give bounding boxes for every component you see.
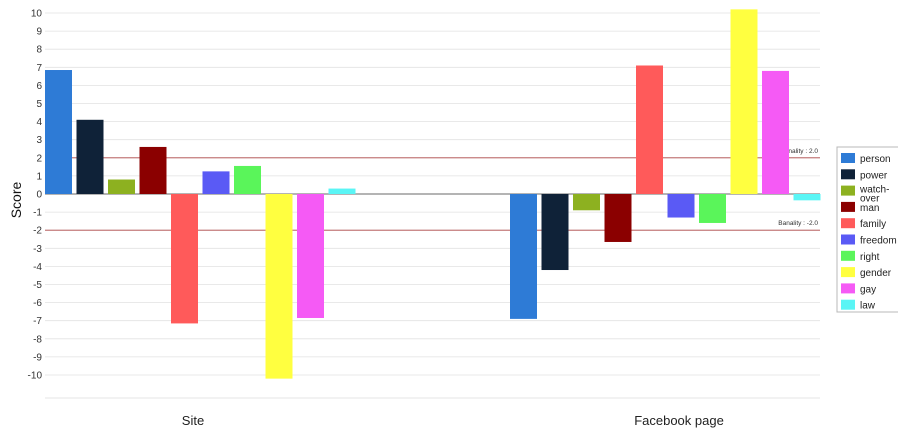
y-tick-label: -10: [28, 371, 43, 382]
bar-family-site: [171, 194, 198, 324]
y-tick-label: 1: [36, 171, 42, 182]
legend-swatch-watch-over: [841, 185, 855, 196]
legend-swatch-freedom: [841, 234, 855, 245]
y-tick-label: -7: [33, 316, 42, 327]
y-tick-label: -5: [33, 280, 42, 291]
bar-watch-over-site: [108, 179, 135, 194]
y-tick-label: -1: [33, 208, 42, 219]
legend-label-right: right: [860, 252, 880, 263]
y-tick-label: -6: [33, 298, 42, 309]
bar-law-site: [328, 188, 356, 194]
y-tick-label: 10: [31, 9, 43, 20]
legend-swatch-power: [841, 169, 855, 180]
x-category-label: Site: [182, 413, 204, 428]
y-tick-label: 6: [36, 81, 42, 92]
bar-gay-site: [297, 194, 324, 318]
bars: [45, 9, 821, 379]
y-tick-label: 3: [36, 135, 42, 146]
bar-right-facebook-page: [699, 194, 726, 223]
legend-label-watch-over: watch-over: [859, 185, 889, 205]
legend-swatch-man: [841, 201, 855, 212]
legend-swatch-gay: [841, 283, 855, 294]
legend-swatch-law: [841, 299, 855, 310]
y-tick-label: 5: [36, 99, 42, 110]
legend-swatch-right: [841, 250, 855, 261]
reference-line-label: Banality : -2.0: [778, 220, 818, 227]
x-axis-categories: Site Facebook page: [182, 413, 724, 428]
legend-label-family: family: [860, 219, 886, 230]
legend-swatch-person: [841, 153, 855, 163]
legend-label-person: person: [860, 154, 891, 165]
legend-swatch-family: [841, 218, 855, 229]
x-category-label: Facebook page: [634, 413, 724, 428]
y-tick-label: 2: [36, 153, 42, 164]
legend-label-gay: gay: [860, 284, 876, 295]
y-axis-title: Score: [8, 182, 24, 219]
y-tick-label: -3: [33, 244, 42, 255]
bar-gender-site: [265, 194, 293, 379]
bar-right-site: [234, 165, 261, 194]
bar-person-facebook-page: [510, 194, 537, 319]
bar-freedom-facebook-page: [667, 194, 695, 218]
bar-watch-over-facebook-page: [573, 194, 600, 211]
bar-law-facebook-page: [793, 194, 821, 201]
y-tick-label: 4: [36, 117, 42, 128]
bar-power-facebook-page: [541, 194, 569, 271]
y-tick-label: 9: [36, 27, 42, 38]
legend-label-power: power: [860, 170, 888, 181]
legend-label-gender: gender: [860, 268, 892, 279]
legend-label-law: law: [860, 301, 876, 312]
bar-gender-facebook-page: [730, 9, 758, 194]
bar-man-site: [139, 146, 167, 194]
reference-line-label: Banality : 2.0: [780, 148, 818, 155]
y-tick-label: 0: [36, 190, 42, 201]
y-tick-label: -8: [33, 334, 42, 345]
y-tick-label: 7: [36, 63, 42, 74]
legend-label-freedom: freedom: [860, 236, 897, 247]
y-tick-label: -9: [33, 352, 42, 363]
bar-family-facebook-page: [636, 65, 663, 195]
bar-person-site: [45, 70, 72, 194]
y-tick-label: -2: [33, 226, 42, 237]
bar-gay-facebook-page: [762, 70, 789, 194]
legend-label-man: man: [860, 203, 879, 214]
legend-swatch-gender: [841, 267, 855, 278]
y-tick-label: -4: [33, 262, 42, 273]
bar-freedom-site: [202, 171, 230, 194]
bar-power-site: [76, 119, 104, 194]
y-tick-label: 8: [36, 45, 42, 56]
bar-man-facebook-page: [604, 194, 632, 242]
